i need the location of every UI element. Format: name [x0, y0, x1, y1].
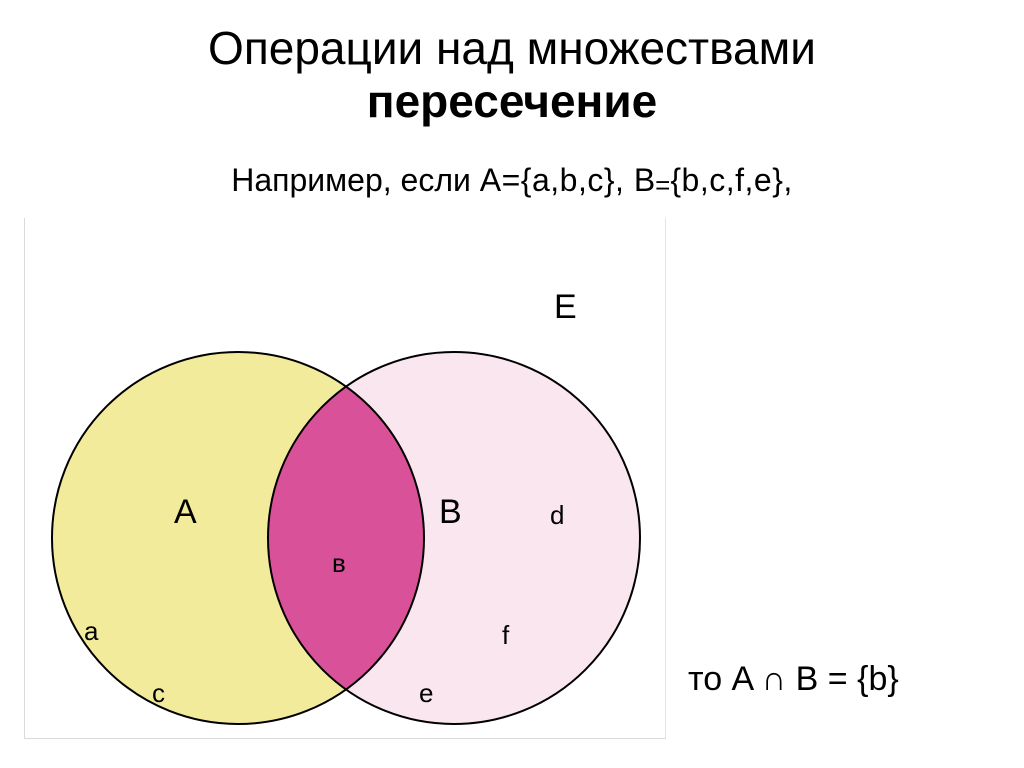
- label-universe-e: E: [554, 288, 577, 327]
- venn-diagram: E A B a c в d f e: [24, 218, 664, 738]
- title-line-1: Операции над множествами: [0, 22, 1024, 75]
- label-elem-f: f: [502, 620, 509, 651]
- example-b-letter: B: [634, 162, 655, 198]
- slide: Операции над множествами пересечение Нап…: [0, 0, 1024, 768]
- title-line-2: пересечение: [0, 75, 1024, 128]
- example-text: Например, если A={a,b,c}, B={b,c,f,e},: [0, 162, 1024, 199]
- label-elem-e: e: [419, 678, 433, 709]
- result-text: то A ∩ B = {b}: [688, 660, 899, 699]
- label-elem-v: в: [332, 548, 346, 579]
- example-eq-sign: =: [655, 170, 670, 200]
- label-set-b: B: [439, 493, 462, 532]
- label-elem-c: c: [152, 678, 165, 709]
- label-elem-d: d: [550, 500, 564, 531]
- example-prefix: Например, если: [231, 162, 480, 198]
- label-set-a: A: [174, 493, 197, 532]
- example-set-a: A={a,b,c},: [480, 162, 634, 198]
- example-set-b: {b,c,f,e},: [670, 162, 792, 198]
- label-elem-a: a: [84, 616, 98, 647]
- slide-title: Операции над множествами пересечение: [0, 22, 1024, 128]
